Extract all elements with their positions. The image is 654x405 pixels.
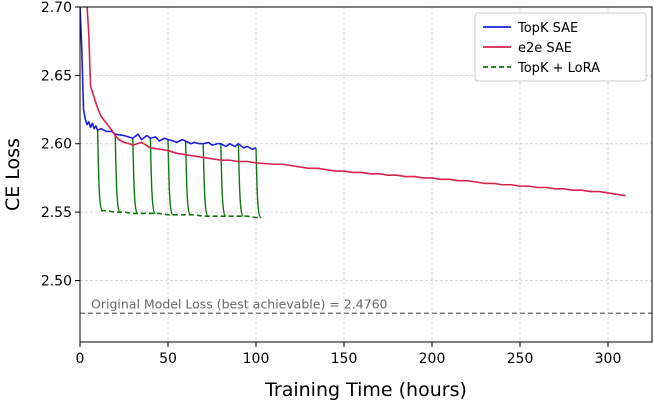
x-tick-label: 200 xyxy=(419,351,446,367)
x-tick-label: 0 xyxy=(76,351,85,367)
x-tick-label: 150 xyxy=(331,351,358,367)
x-axis-title: Training Time (hours) xyxy=(264,379,467,401)
legend-label: TopK SAE xyxy=(517,21,578,36)
legend-box xyxy=(474,12,647,82)
plot-frame xyxy=(79,6,653,343)
series-line-2 xyxy=(101,209,262,219)
x-tick-label: 250 xyxy=(507,351,534,367)
legend-label: TopK + LoRA xyxy=(517,61,600,76)
lora-spike xyxy=(132,138,139,215)
series-line-1 xyxy=(86,7,626,197)
reference-line-label: Original Model Loss (best achievable) = … xyxy=(91,296,388,311)
x-tick-label: 300 xyxy=(595,351,622,367)
legend: TopK SAE e2e SAE TopK + LoRA xyxy=(474,12,647,82)
y-tick-label: 2.50 xyxy=(41,273,72,289)
y-tick-label: 2.60 xyxy=(41,137,72,153)
lora-spike xyxy=(167,139,174,216)
y-tick-label: 2.55 xyxy=(41,205,72,221)
legend-label: e2e SAE xyxy=(518,41,572,56)
y-tick-label: 2.65 xyxy=(41,68,72,84)
series-line-0 xyxy=(80,7,257,150)
ticks: 0 50 100 150 200 250 300 2.50 2.55 2.60 2.65 2.70 xyxy=(41,0,622,367)
lora-spike xyxy=(184,140,192,216)
lora-spike xyxy=(96,130,104,212)
lora-spike xyxy=(114,134,121,213)
lora-spike xyxy=(255,147,262,219)
x-tick-label: 50 xyxy=(159,351,177,367)
x-tick-label: 100 xyxy=(243,351,270,367)
lora-spike xyxy=(220,143,227,217)
lora-spike xyxy=(202,143,209,217)
y-axis-title: CE Loss xyxy=(2,138,24,211)
lora-spike xyxy=(237,143,245,217)
lora-spike xyxy=(149,138,157,215)
series-layer xyxy=(80,7,626,219)
y-tick-label: 2.70 xyxy=(41,0,72,16)
